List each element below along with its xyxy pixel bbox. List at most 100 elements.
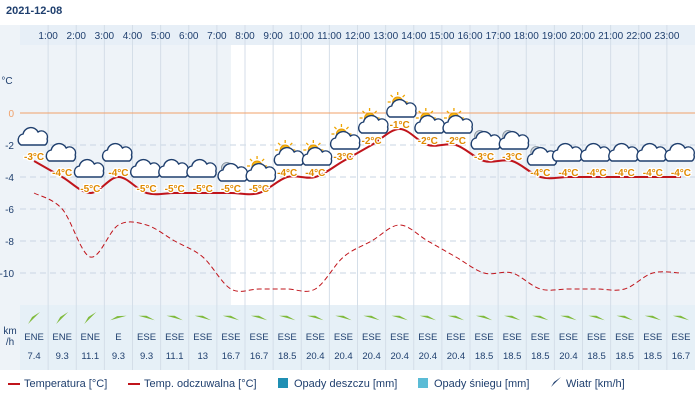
wind-speed-label: 9.3 xyxy=(140,351,153,362)
cloud-icon xyxy=(386,98,417,118)
sun-ray xyxy=(305,142,309,146)
hour-tick-label: 16:00 xyxy=(457,31,482,42)
wind-direction-label: ESE xyxy=(250,332,269,343)
y-tick-label: -8 xyxy=(5,237,14,248)
hour-tick-label: 18:00 xyxy=(514,31,539,42)
wind-direction-label: ESE xyxy=(193,332,212,343)
temperature-data-label: -4°C xyxy=(108,168,128,179)
wind-direction-arrow xyxy=(363,315,380,321)
wind-speed-label: 16.7 xyxy=(222,351,241,362)
wind-arrow-icon xyxy=(194,315,212,321)
wind-direction-arrow xyxy=(166,315,183,321)
wind-speed-label: 11.1 xyxy=(166,351,184,362)
wind-direction-label: ESE xyxy=(278,332,297,343)
wind-direction-label: ESE xyxy=(418,332,437,343)
forecast-date: 2021-12-08 xyxy=(6,5,63,17)
wind-arrow-icon xyxy=(307,315,324,321)
wind-direction-label: ESE xyxy=(446,332,465,343)
wind-arrow-icon xyxy=(335,315,352,321)
cloud-icon xyxy=(101,142,133,162)
y-tick-label: -4 xyxy=(5,173,14,184)
legend-feels-like-swatch xyxy=(128,383,140,385)
temperature-data-label: -4°C xyxy=(305,168,325,179)
wind-speed-label: 18.5 xyxy=(587,351,606,362)
wind-speed-label: 11.1 xyxy=(81,351,99,362)
wind-speed-label: 9.3 xyxy=(112,351,125,362)
cloud-icon xyxy=(17,126,49,146)
hour-tick-label: 9:00 xyxy=(263,31,283,42)
wind-direction-label: ESE xyxy=(531,332,550,343)
temperature-data-label: -3°C xyxy=(502,152,522,163)
legend-feels-like-label: Temp. odczuwalna [°C] xyxy=(144,378,257,390)
temperature-data-label: -5°C xyxy=(165,184,185,195)
wind-direction-arrow xyxy=(84,312,97,324)
temperature-data-label: -5°C xyxy=(137,184,157,195)
wind-unit-label: /h xyxy=(6,337,14,348)
wind-speed-label: 20.4 xyxy=(306,351,325,362)
sun-ray xyxy=(390,94,394,98)
hour-tick-label: 21:00 xyxy=(598,31,623,42)
wind-direction-label: ESE xyxy=(475,332,494,343)
wind-speed-label: 18.5 xyxy=(278,351,297,362)
y-tick-label: -6 xyxy=(5,205,14,216)
hour-tick-label: 17:00 xyxy=(486,31,511,42)
temperature-series-line xyxy=(33,127,681,196)
legend-rain-label: Opady deszczu [mm] xyxy=(294,378,398,390)
wind-direction-arrow xyxy=(307,315,324,321)
wind-arrow-icon xyxy=(672,315,690,321)
y-tick-label: -2 xyxy=(5,141,14,152)
temperature-data-label: -5°C xyxy=(249,184,269,195)
wind-direction-arrow xyxy=(532,315,549,321)
temperature-data-label: -3°C xyxy=(333,152,353,163)
wind-direction-label: ESE xyxy=(559,332,578,343)
sun-ray xyxy=(418,110,422,114)
wind-speed-label: 20.4 xyxy=(447,351,466,362)
temperature-data-label: -2°C xyxy=(446,136,466,147)
wind-direction-arrow xyxy=(447,315,465,321)
wind-arrow-icon xyxy=(419,315,437,321)
hour-tick-label: 15:00 xyxy=(429,31,454,42)
sun-ray xyxy=(345,126,349,130)
wind-speed-label: 20.4 xyxy=(390,351,409,362)
temperature-data-label: -2°C xyxy=(362,136,382,147)
wind-direction-arrow xyxy=(419,315,437,321)
wind-direction-label: ESE xyxy=(671,332,690,343)
sun-ray xyxy=(446,110,450,114)
wind-direction-label: ENE xyxy=(81,332,101,343)
wind-direction-arrow xyxy=(616,315,633,321)
wind-speed-label: 18.5 xyxy=(503,351,522,362)
hour-tick-label: 3:00 xyxy=(95,31,115,42)
temperature-data-label: -3°C xyxy=(474,152,494,163)
y-axis-unit: °C xyxy=(1,76,12,87)
sun-ray xyxy=(333,126,337,130)
cloud-icon xyxy=(329,130,361,150)
wind-speed-label: 18.5 xyxy=(475,351,494,362)
wind-direction-label: ESE xyxy=(615,332,634,343)
wind-arrow-icon xyxy=(28,312,41,324)
wind-arrow-icon xyxy=(560,315,577,321)
wind-arrow-icon xyxy=(644,315,662,321)
wind-arrow-icon xyxy=(56,312,69,324)
wind-direction-label: ESE xyxy=(643,332,662,343)
hour-tick-label: 10:00 xyxy=(289,31,314,42)
wind-arrow-icon xyxy=(475,315,493,321)
legend-wind-arrow-icon xyxy=(551,377,561,387)
temperature-data-label: -4°C xyxy=(615,168,635,179)
hour-tick-label: 8:00 xyxy=(235,31,255,42)
temperature-data-label: -4°C xyxy=(277,168,297,179)
hour-tick-label: 13:00 xyxy=(373,31,398,42)
hour-tick-label: 7:00 xyxy=(207,31,227,42)
wind-direction-arrow xyxy=(28,312,41,324)
hour-tick-label: 20:00 xyxy=(570,31,595,42)
wind-speed-label: 9.3 xyxy=(56,351,69,362)
temperature-data-label: -4°C xyxy=(671,168,691,179)
cloud-icon xyxy=(664,142,695,162)
temperature-data-label: -4°C xyxy=(558,168,578,179)
hour-tick-label: 6:00 xyxy=(179,31,199,42)
wind-speed-label: 18.5 xyxy=(615,351,634,362)
sun-ray xyxy=(402,94,406,98)
wind-direction-arrow xyxy=(222,315,240,321)
wind-direction-label: ENE xyxy=(24,332,44,343)
temperature-data-label: -4°C xyxy=(52,168,72,179)
